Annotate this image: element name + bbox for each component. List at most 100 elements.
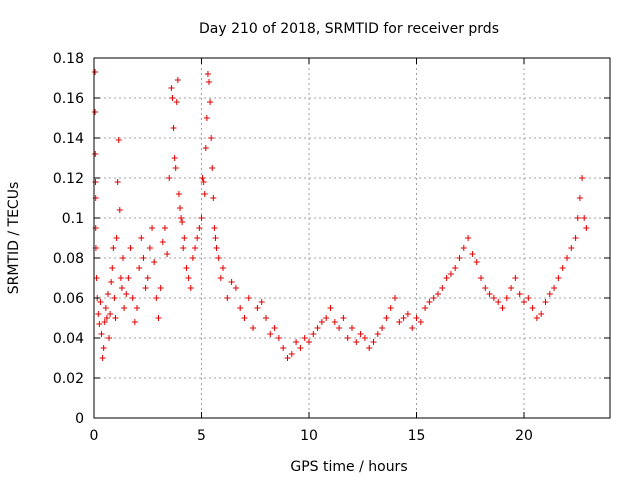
data-point [469,251,476,257]
data-point [179,219,186,225]
data-point [114,179,121,185]
data-point [92,151,99,157]
data-point [93,275,100,281]
data-point [209,165,216,171]
data-point [508,285,515,291]
data-point [153,295,160,301]
y-tick-label: 0.14 [53,131,84,147]
data-point [120,255,127,261]
data-point [482,285,489,291]
data-point [503,295,510,301]
data-point [579,175,586,181]
data-point [123,291,130,297]
data-point [583,225,590,231]
data-point [280,345,287,351]
data-point [349,325,355,331]
data-point [288,351,295,357]
data-point [555,275,562,281]
data-point [306,339,312,345]
data-point [426,299,433,305]
data-point [142,285,149,291]
data-point [203,115,210,121]
data-point [100,345,107,351]
data-point [237,305,244,311]
data-point [168,85,175,91]
data-point [576,195,583,201]
y-tick-label: 0.08 [53,251,84,267]
data-point [210,195,217,201]
y-tick-label: 0 [75,411,84,427]
data-point [564,255,570,261]
data-point [379,325,386,331]
data-point [136,265,143,271]
data-point [204,71,211,77]
x-tick-label: 15 [408,428,426,444]
data-point [387,305,394,311]
x-tick-label: 0 [90,428,99,444]
data-point [456,255,463,261]
data-point [297,345,304,351]
data-point [211,225,218,231]
data-point [245,295,252,301]
data-point [115,137,122,143]
y-tick-label: 0.16 [53,91,84,107]
data-point [409,325,416,331]
data-points [92,69,590,361]
plot-frame [93,57,611,419]
data-point [538,311,545,317]
data-point [490,295,497,301]
data-point [336,325,343,331]
data-point [521,299,527,305]
data-point [107,311,114,317]
data-point [110,245,117,251]
data-point [568,245,575,251]
data-point [172,165,179,171]
data-point [157,285,164,291]
data-point [155,315,162,321]
data-point [551,285,558,291]
data-point [318,319,325,325]
x-tick-label: 10 [300,428,318,444]
data-point [224,295,231,301]
data-point [92,109,99,115]
data-point [250,325,257,331]
data-point [192,245,199,251]
data-point [206,79,213,85]
data-point [173,99,180,105]
y-tick-label: 0.1 [62,211,84,227]
data-point [327,305,334,311]
data-point [396,319,403,325]
y-tick-label: 0.12 [53,171,84,187]
data-point [310,331,317,337]
data-point [340,315,347,321]
data-point [92,69,99,75]
data-point [366,345,373,351]
data-point [185,275,192,281]
y-tick-label: 0.04 [53,331,84,347]
data-point [220,265,226,271]
data-point [95,311,102,317]
data-point [109,265,116,271]
data-point [447,271,454,277]
data-point [404,311,411,317]
data-point [125,275,132,281]
data-point [111,295,118,301]
data-point [232,285,239,291]
data-point [212,235,219,241]
data-point [199,175,206,181]
data-point [478,275,484,281]
data-point [200,179,207,185]
data-point [174,77,181,83]
data-point [98,331,105,337]
data-point [146,245,153,251]
data-point [228,279,235,285]
data-point [213,245,220,251]
data-point [331,319,338,325]
data-point [202,145,209,151]
data-point [267,331,274,337]
data-point [131,319,138,325]
data-point [96,321,103,327]
y-tick-label: 0.02 [53,371,84,387]
data-point [180,245,187,251]
